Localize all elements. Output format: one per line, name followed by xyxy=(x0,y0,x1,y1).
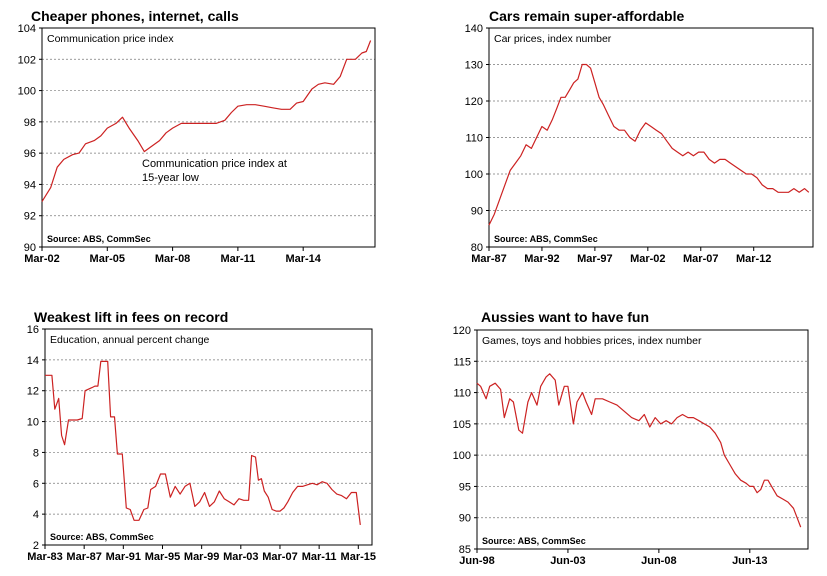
y-tick-label: 130 xyxy=(465,60,483,72)
plot-frame xyxy=(41,27,376,248)
chart-title: Cars remain super-affordable xyxy=(489,8,685,24)
chart-annotation: 15-year low xyxy=(142,172,199,184)
chart-source: Source: ABS, CommSec xyxy=(482,536,586,546)
y-tick-label: 90 xyxy=(471,206,483,218)
y-tick-label: 2 xyxy=(33,540,39,552)
y-tick-label: 105 xyxy=(453,419,471,431)
y-tick-label: 90 xyxy=(459,513,471,525)
plot-frame xyxy=(44,328,373,546)
chart-subtitle: Games, toys and hobbies prices, index nu… xyxy=(482,335,702,347)
y-tick-label: 80 xyxy=(471,242,483,254)
chart-subtitle: Communication price index xyxy=(47,33,174,45)
y-tick-label: 110 xyxy=(453,388,471,400)
x-tick-label: Mar-92 xyxy=(524,253,559,265)
y-tick-label: 100 xyxy=(18,86,36,98)
x-tick-label: Jun-13 xyxy=(732,555,767,567)
chart-title: Cheaper phones, internet, calls xyxy=(31,8,239,24)
x-tick-label: Jun-03 xyxy=(550,555,585,567)
y-tick-label: 102 xyxy=(18,54,36,66)
y-tick-label: 90 xyxy=(24,242,36,254)
x-tick-label: Mar-14 xyxy=(285,253,321,265)
y-tick-label: 12 xyxy=(27,386,39,398)
chart-source: Source: ABS, CommSec xyxy=(47,234,151,244)
chart-title: Weakest lift in fees on record xyxy=(34,309,229,325)
x-tick-label: Mar-11 xyxy=(220,253,255,265)
x-tick-label: Mar-83 xyxy=(27,551,62,563)
x-tick-label: Mar-95 xyxy=(145,551,180,563)
chart-annotation: Communication price index at xyxy=(142,158,287,170)
y-tick-label: 96 xyxy=(24,148,36,160)
x-tick-label: Mar-97 xyxy=(577,253,612,265)
x-tick-label: Jun-98 xyxy=(459,555,494,567)
x-tick-label: Mar-03 xyxy=(223,551,258,563)
x-tick-label: Mar-99 xyxy=(184,551,219,563)
x-tick-label: Mar-15 xyxy=(341,551,376,563)
x-tick-label: Mar-07 xyxy=(683,253,718,265)
y-tick-label: 120 xyxy=(453,325,471,337)
y-tick-label: 92 xyxy=(24,211,36,223)
y-tick-label: 104 xyxy=(18,23,36,35)
y-tick-label: 100 xyxy=(465,169,483,181)
chart-title: Aussies want to have fun xyxy=(481,309,650,325)
y-tick-label: 6 xyxy=(33,478,39,490)
x-tick-label: Mar-05 xyxy=(90,253,125,265)
y-tick-label: 8 xyxy=(33,447,39,459)
chart-source: Source: ABS, CommSec xyxy=(494,234,598,244)
series-line xyxy=(41,40,372,202)
y-tick-label: 14 xyxy=(27,355,39,367)
x-tick-label: Mar-08 xyxy=(155,253,190,265)
y-tick-label: 4 xyxy=(33,509,39,521)
y-tick-label: 140 xyxy=(465,23,483,35)
x-tick-label: Mar-87 xyxy=(471,253,506,265)
x-tick-label: Jun-08 xyxy=(641,555,676,567)
y-tick-label: 110 xyxy=(465,133,483,145)
x-tick-label: Mar-07 xyxy=(262,551,297,563)
y-tick-label: 10 xyxy=(27,417,39,429)
series-line xyxy=(45,360,361,525)
x-tick-label: Mar-87 xyxy=(66,551,101,563)
x-tick-label: Mar-11 xyxy=(302,551,337,563)
x-tick-label: Mar-02 xyxy=(630,253,665,265)
y-tick-label: 94 xyxy=(24,179,36,191)
y-tick-label: 16 xyxy=(27,324,39,336)
y-tick-label: 95 xyxy=(459,481,471,493)
series-line xyxy=(476,373,802,528)
chart-subtitle: Education, annual percent change xyxy=(50,334,210,346)
y-tick-label: 120 xyxy=(465,96,483,108)
y-tick-label: 100 xyxy=(453,450,471,462)
y-tick-label: 98 xyxy=(24,117,36,129)
x-tick-label: Mar-02 xyxy=(24,253,59,265)
plot-frame xyxy=(476,329,809,550)
series-line xyxy=(488,63,810,226)
y-tick-label: 85 xyxy=(459,544,471,556)
y-tick-label: 115 xyxy=(453,356,471,368)
x-tick-label: Mar-12 xyxy=(736,253,771,265)
chart-source: Source: ABS, CommSec xyxy=(50,532,154,542)
x-tick-label: Mar-91 xyxy=(106,551,141,563)
chart-subtitle: Car prices, index number xyxy=(494,33,612,45)
